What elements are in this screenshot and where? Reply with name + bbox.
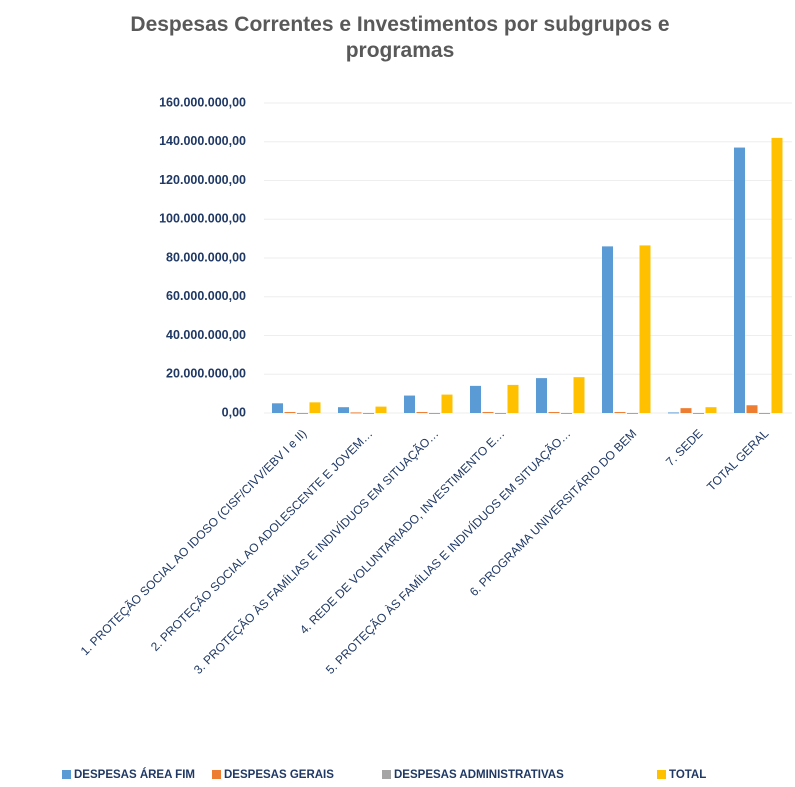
bar bbox=[429, 413, 440, 414]
bar bbox=[614, 412, 626, 414]
bar bbox=[759, 413, 770, 414]
y-tick-label: 20.000.000,00 bbox=[166, 367, 246, 381]
bar bbox=[602, 246, 613, 413]
legend-swatch bbox=[62, 770, 71, 779]
bar bbox=[639, 245, 651, 413]
bar bbox=[272, 403, 283, 413]
bar bbox=[441, 394, 453, 413]
legend-swatch bbox=[657, 770, 666, 779]
y-tick-label: 100.000.000,00 bbox=[159, 212, 246, 226]
x-tick-label: 1. PROTEÇÃO SOCIAL AO IDOSO (CISF/CIVV/E… bbox=[78, 426, 310, 658]
bar bbox=[734, 147, 745, 413]
bar bbox=[482, 412, 494, 414]
legend-label: DESPESAS ÁREA FIM bbox=[74, 768, 195, 781]
legend-label: TOTAL bbox=[669, 769, 706, 781]
bar bbox=[470, 385, 481, 413]
bar bbox=[416, 412, 428, 414]
bar bbox=[627, 413, 638, 414]
bar bbox=[680, 408, 692, 413]
bar bbox=[495, 413, 506, 414]
y-tick-label: 120.000.000,00 bbox=[159, 173, 246, 187]
legend-label: DESPESAS ADMINISTRATIVAS bbox=[394, 769, 564, 781]
legend-label: DESPESAS GERAIS bbox=[224, 769, 334, 781]
y-tick-label: 0,00 bbox=[222, 405, 246, 419]
x-tick-label: 2. PROTEÇÃO SOCIAL AO ADOLESCENTE E JOVE… bbox=[148, 426, 375, 653]
y-tick-label: 40.000.000,00 bbox=[166, 328, 246, 342]
bar bbox=[536, 378, 547, 413]
bar bbox=[297, 413, 308, 414]
bar bbox=[746, 405, 758, 413]
bar bbox=[350, 412, 362, 414]
bar bbox=[548, 412, 560, 414]
x-tick-label: 5. PROTEÇÃO ÀS FAMÍLIAS E INDIVÍDUOS EM … bbox=[322, 426, 573, 677]
x-tick-label: 7. SEDE bbox=[663, 426, 705, 468]
y-tick-label: 140.000.000,00 bbox=[159, 134, 246, 148]
legend-swatch bbox=[212, 770, 221, 779]
bar bbox=[693, 413, 704, 414]
legend-swatch bbox=[382, 770, 391, 779]
bar bbox=[363, 413, 374, 414]
y-tick-label: 160.000.000,00 bbox=[159, 95, 246, 109]
bar bbox=[507, 384, 519, 413]
bar bbox=[561, 413, 572, 414]
chart-title: Despesas Correntes e Investimentos por s… bbox=[130, 13, 670, 62]
bar bbox=[771, 137, 783, 413]
bar bbox=[573, 377, 585, 413]
bar bbox=[705, 407, 717, 413]
y-tick-label: 60.000.000,00 bbox=[166, 289, 246, 303]
bar bbox=[404, 395, 415, 413]
x-tick-label: 3. PROTEÇÃO ÀS FAMÍLIAS E INDIVÍDUOS EM … bbox=[190, 426, 441, 677]
x-tick-label: TOTAL GERAL bbox=[704, 426, 772, 494]
y-tick-label: 80.000.000,00 bbox=[166, 250, 246, 264]
bar bbox=[338, 407, 349, 413]
bar bbox=[375, 406, 387, 413]
bar bbox=[309, 402, 321, 413]
bar bbox=[668, 412, 679, 414]
bar bbox=[284, 412, 296, 414]
